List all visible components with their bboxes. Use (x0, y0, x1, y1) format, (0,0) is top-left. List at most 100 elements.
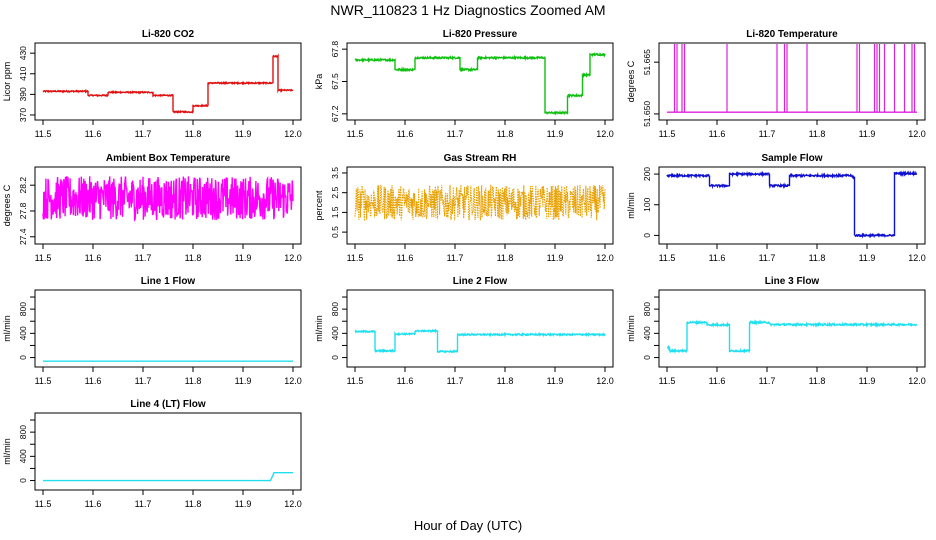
plot-frame (658, 42, 926, 121)
y-tick-label: 370 (18, 108, 28, 122)
y-tick-label: 800 (642, 302, 652, 316)
y-axis-label: kPa (314, 74, 324, 90)
x-tick-label: 11.8 (497, 376, 514, 386)
x-tick-label: 11.8 (185, 376, 202, 386)
x-tick-label: 12.0 (284, 499, 302, 509)
plot-frame (346, 289, 614, 368)
y-tick-label: 0 (330, 355, 340, 360)
x-tick-label: 11.6 (709, 253, 726, 263)
x-tick-label: 11.5 (659, 376, 676, 386)
x-tick-label: 11.8 (185, 499, 202, 509)
x-tick-label: 11.7 (759, 253, 776, 263)
page-title: NWR_110823 1 Hz Diagnostics Zoomed AM (330, 2, 606, 18)
x-tick-label: 11.9 (235, 376, 252, 386)
plot-frame (34, 166, 302, 245)
data-series-line (354, 52, 606, 116)
x-tick-label: 11.7 (447, 376, 464, 386)
chart-panel-5: Gas Stream RH percent 11.5 11.6 11.7 11.8 11.9… (314, 153, 614, 263)
y-tick-label: 390 (18, 87, 28, 101)
y-tick-label: 400 (18, 326, 28, 340)
x-tick-label: 11.8 (809, 376, 826, 386)
x-tick-label: 11.7 (135, 253, 152, 263)
y-tick-label: 400 (330, 326, 340, 340)
y-axis-label: ml/min (626, 315, 636, 342)
x-tick-label: 12.0 (284, 253, 302, 263)
x-tick-label: 11.9 (235, 129, 252, 139)
y-axis-label: ml/min (2, 438, 12, 465)
data-series-line (354, 328, 606, 354)
data-series-line (42, 175, 294, 222)
x-tick-label: 11.7 (447, 253, 464, 263)
y-tick-label: 67.2 (330, 105, 340, 122)
x-tick-label: 11.9 (547, 253, 564, 263)
y-tick-label: 200 (642, 167, 652, 181)
x-tick-label: 11.7 (759, 376, 776, 386)
x-tick-label: 11.6 (397, 129, 414, 139)
x-tick-label: 11.5 (35, 253, 52, 263)
chart-panel-10: Line 4 (LT) Flow ml/min 11.5 11.6 11.7 11.8 11… (2, 399, 302, 509)
chart-title: Line 3 Flow (765, 276, 820, 287)
chart-panel-8: Line 2 Flow ml/min 11.5 11.6 11.7 11.8 11.9 12.… (314, 276, 614, 386)
data-series-line (666, 170, 918, 239)
y-tick-label: 2.5 (330, 187, 340, 199)
y-tick-label: 1.5 (330, 206, 340, 218)
x-tick-label: 11.7 (135, 499, 152, 509)
x-tick-label: 11.9 (859, 129, 876, 139)
y-tick-label: 0 (642, 355, 652, 360)
y-tick-label: 0.5 (330, 226, 340, 238)
x-tick-label: 11.6 (709, 376, 726, 386)
chart-title: Li-820 CO2 (142, 29, 195, 40)
x-tick-label: 11.5 (347, 376, 364, 386)
y-tick-label: 0 (18, 355, 28, 360)
x-tick-label: 11.5 (347, 253, 364, 263)
chart-panel-7: Line 1 Flow ml/min 11.5 11.6 11.7 11.8 11.9 12.… (2, 276, 302, 386)
x-tick-label: 11.9 (235, 253, 252, 263)
x-tick-label: 11.8 (809, 253, 826, 263)
chart-panel-1: Li-820 CO2 Licor ppm 11.5 11.6 11.7 11.8 11.9 1… (2, 29, 302, 139)
y-tick-label: 0 (18, 478, 28, 483)
chart-title: Li-820 Pressure (443, 29, 518, 40)
x-axis-label: Hour of Day (UTC) (413, 518, 523, 533)
x-tick-label: 12.0 (284, 129, 302, 139)
data-series-line (354, 184, 606, 222)
x-tick-label: 12.0 (908, 253, 926, 263)
data-series-line (666, 319, 918, 355)
plot-frame (34, 289, 302, 368)
chart-title: Line 1 Flow (141, 276, 196, 287)
x-tick-label: 11.6 (709, 129, 726, 139)
chart-title: Ambient Box Temperature (106, 153, 231, 164)
x-tick-label: 11.5 (659, 129, 676, 139)
y-tick-label: 27.8 (18, 202, 28, 219)
x-tick-label: 11.5 (35, 376, 52, 386)
x-tick-label: 11.8 (185, 129, 202, 139)
chart-title: Line 4 (LT) Flow (130, 399, 206, 410)
x-tick-label: 11.9 (859, 376, 876, 386)
x-tick-label: 11.8 (497, 253, 514, 263)
x-tick-label: 11.6 (397, 253, 414, 263)
x-tick-label: 11.9 (859, 253, 876, 263)
y-axis-label: Licor ppm (2, 62, 12, 102)
x-tick-label: 11.6 (85, 129, 102, 139)
x-tick-label: 12.0 (908, 376, 926, 386)
x-tick-label: 11.7 (135, 376, 152, 386)
x-tick-label: 11.5 (35, 129, 52, 139)
y-tick-label: 800 (330, 302, 340, 316)
x-tick-label: 11.5 (659, 253, 676, 263)
data-series-line (42, 53, 294, 114)
x-tick-label: 11.6 (397, 376, 414, 386)
x-tick-label: 11.5 (347, 129, 364, 139)
y-axis-label: ml/min (2, 315, 12, 342)
y-tick-label: 67.8 (330, 41, 340, 58)
chart-panel-6: Sample Flow ml/min 11.5 11.6 11.7 11.8 11.9 12.… (626, 153, 926, 263)
chart-title: Li-820 Temperature (746, 29, 838, 40)
x-tick-label: 12.0 (908, 129, 926, 139)
y-axis-label: degrees C (626, 60, 636, 102)
y-tick-label: 51.665 (642, 49, 652, 75)
chart-title: Gas Stream RH (444, 153, 517, 164)
plot-frame (34, 412, 302, 491)
plot-frame (658, 166, 926, 245)
y-tick-label: 410 (18, 66, 28, 80)
y-tick-label: 800 (18, 425, 28, 439)
y-tick-label: 400 (642, 326, 652, 340)
